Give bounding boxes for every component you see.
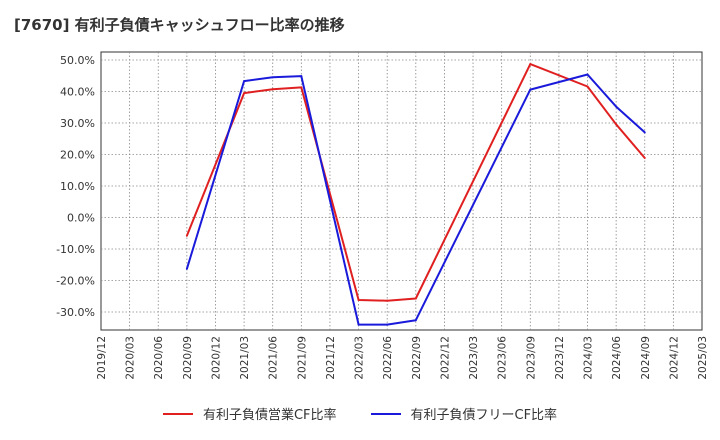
data-point-free-cf <box>386 323 389 326</box>
data-point-free-cf <box>243 80 246 83</box>
data-point-operating-cf <box>414 297 417 300</box>
x-tick-label: 2020/06 <box>153 336 165 380</box>
data-point-operating-cf <box>386 299 389 302</box>
y-tick-label: 0.0% <box>67 212 95 225</box>
data-point-free-cf <box>586 73 589 76</box>
data-point-operating-cf <box>185 234 188 237</box>
legend: 有利子負債営業CF比率 有利子負債フリーCF比率 <box>0 404 720 423</box>
x-tick-label: 2020/09 <box>182 336 194 380</box>
y-tick-label: 50.0% <box>60 54 95 67</box>
data-point-free-cf <box>185 267 188 270</box>
x-tick-label: 2021/06 <box>268 336 280 380</box>
legend-item-free-cf: 有利子負債フリーCF比率 <box>370 404 558 423</box>
x-tick-label: 2024/06 <box>611 336 623 380</box>
x-tick-label: 2024/12 <box>668 336 680 380</box>
y-tick-label: -20.0% <box>56 275 95 288</box>
legend-item-operating-cf: 有利子負債営業CF比率 <box>162 404 337 423</box>
data-point-operating-cf <box>586 85 589 88</box>
x-tick-label: 2021/03 <box>239 336 251 380</box>
y-axis-ticks: 50.0% 40.0% 30.0% 20.0% 10.0% 0.0% -10.0% -20.0… <box>56 54 95 319</box>
data-point-free-cf <box>615 105 618 108</box>
y-tick-label: 20.0% <box>60 149 95 162</box>
data-point-free-cf <box>643 131 646 134</box>
x-tick-label: 2021/09 <box>296 336 308 380</box>
x-tick-label: 2024/03 <box>583 336 595 380</box>
data-point-operating-cf <box>271 88 274 91</box>
y-tick-label: -30.0% <box>56 306 95 319</box>
x-tick-label: 2020/03 <box>125 336 137 380</box>
x-tick-label: 2022/06 <box>382 336 394 380</box>
x-tick-label: 2021/12 <box>325 336 337 380</box>
chart-title: [7670] 有利子負債キャッシュフロー比率の推移 <box>14 16 345 34</box>
series-lines <box>185 63 646 326</box>
x-tick-label: 2023/09 <box>525 336 537 380</box>
legend-label: 有利子負債営業CF比率 <box>202 408 337 423</box>
x-tick-label: 2024/09 <box>640 336 652 380</box>
x-tick-label: 2019/12 <box>96 336 108 380</box>
data-point-operating-cf <box>529 63 532 66</box>
legend-label: 有利子負債フリーCF比率 <box>410 408 558 423</box>
x-tick-label: 2025/03 <box>697 336 709 380</box>
data-point-operating-cf <box>300 86 303 89</box>
data-point-operating-cf <box>243 92 246 95</box>
y-tick-label: -10.0% <box>56 243 95 256</box>
y-tick-label: 10.0% <box>60 180 95 193</box>
legend-swatch-blue <box>370 412 401 415</box>
x-tick-label: 2020/12 <box>210 336 222 380</box>
x-tick-label: 2022/03 <box>354 336 366 380</box>
data-point-operating-cf <box>357 299 360 302</box>
legend-swatch-red <box>162 412 193 415</box>
x-tick-label: 2023/06 <box>497 336 509 380</box>
x-tick-label: 2022/09 <box>411 336 423 380</box>
x-axis-ticks: 2019/12 2020/03 2020/06 2020/09 2020/12 2021/… <box>96 336 709 380</box>
data-point-operating-cf <box>643 156 646 159</box>
y-tick-label: 40.0% <box>60 86 95 99</box>
data-point-free-cf <box>300 75 303 78</box>
x-tick-label: 2022/12 <box>439 336 451 380</box>
y-tick-label: 30.0% <box>60 117 95 130</box>
x-tick-label: 2023/03 <box>468 336 480 380</box>
data-point-free-cf <box>529 88 532 91</box>
data-point-free-cf <box>357 323 360 326</box>
plot-area <box>100 51 703 331</box>
data-point-operating-cf <box>615 123 618 126</box>
data-point-free-cf <box>414 319 417 322</box>
x-tick-label: 2023/12 <box>554 336 566 380</box>
data-point-free-cf <box>271 76 274 79</box>
